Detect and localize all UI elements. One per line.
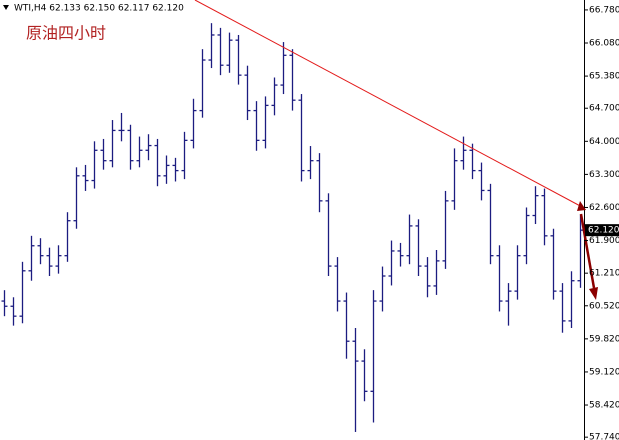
y-tick-label: 57.740: [589, 433, 619, 440]
y-tick-label: 63.300: [589, 170, 619, 180]
header-icon: [3, 5, 9, 10]
chart-title: 原油四小时: [26, 24, 106, 43]
y-tick-label: 64.700: [589, 104, 619, 114]
y-tick-label: 59.120: [589, 367, 619, 377]
y-tick-label: 65.380: [589, 72, 619, 82]
y-tick-label: 62.600: [589, 203, 619, 213]
up-arrowhead: [577, 201, 586, 211]
down-arrow: [579, 213, 596, 289]
y-tick-label: 61.210: [589, 269, 619, 279]
y-tick-label: 60.520: [589, 301, 619, 311]
y-tick-label: 66.080: [589, 39, 619, 49]
down-arrowhead: [589, 287, 598, 300]
last-price-box: [585, 224, 619, 237]
y-tick-label: 58.420: [589, 401, 619, 411]
y-tick-label: 61.900: [589, 236, 619, 246]
last-price-label: 62.120: [588, 226, 619, 236]
bars: [1, 23, 584, 432]
y-tick-label: 59.820: [589, 334, 619, 344]
y-tick-label: 64.000: [589, 137, 619, 147]
chart-header: WTI,H4 62.133 62.150 62.117 62.120: [14, 4, 184, 14]
y-tick-label: 66.780: [589, 5, 619, 15]
trend-line: [194, 0, 585, 209]
